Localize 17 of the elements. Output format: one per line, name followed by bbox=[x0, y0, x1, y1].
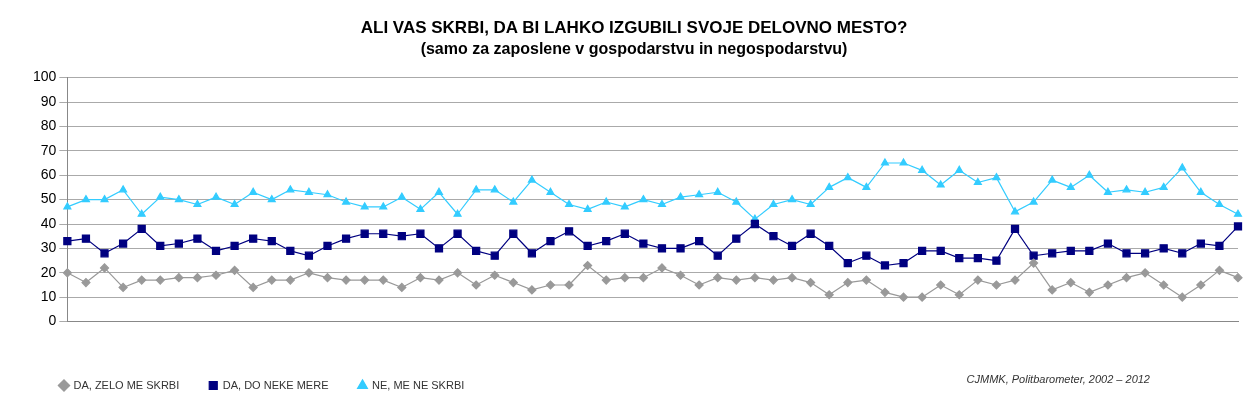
legend-label: NE, ME NE SKRBI bbox=[371, 378, 465, 391]
chart-title: ALI VAS SKRBI, DA BI LAHKO IZGUBILI SVOJE DELOVNO MESTO? bbox=[360, 17, 908, 37]
y-tick-label: 80 bbox=[40, 117, 57, 134]
legend-label: DA, DO NEKE MERE bbox=[222, 378, 329, 391]
legend-label: DA, ZELO ME SKRBI bbox=[73, 378, 180, 391]
y-tick-label: 20 bbox=[40, 263, 57, 280]
y-tick-label: 60 bbox=[40, 166, 57, 183]
y-tick-label: 100 bbox=[33, 68, 57, 85]
y-tick-label: 90 bbox=[40, 92, 57, 109]
y-tick-label: 10 bbox=[40, 288, 57, 305]
chart-subtitle: (samo za zaposlene v gospodarstvu in negospodarstvu) bbox=[420, 40, 848, 58]
y-tick-label: 70 bbox=[40, 141, 57, 158]
text: CJMMK, Politbarometer, 2002 – 2012 bbox=[966, 373, 1150, 386]
y-tick-label: 0 bbox=[48, 312, 57, 329]
y-tick-label: 40 bbox=[40, 214, 57, 231]
y-tick-label: 30 bbox=[40, 239, 57, 256]
y-tick-label: 50 bbox=[40, 190, 57, 207]
